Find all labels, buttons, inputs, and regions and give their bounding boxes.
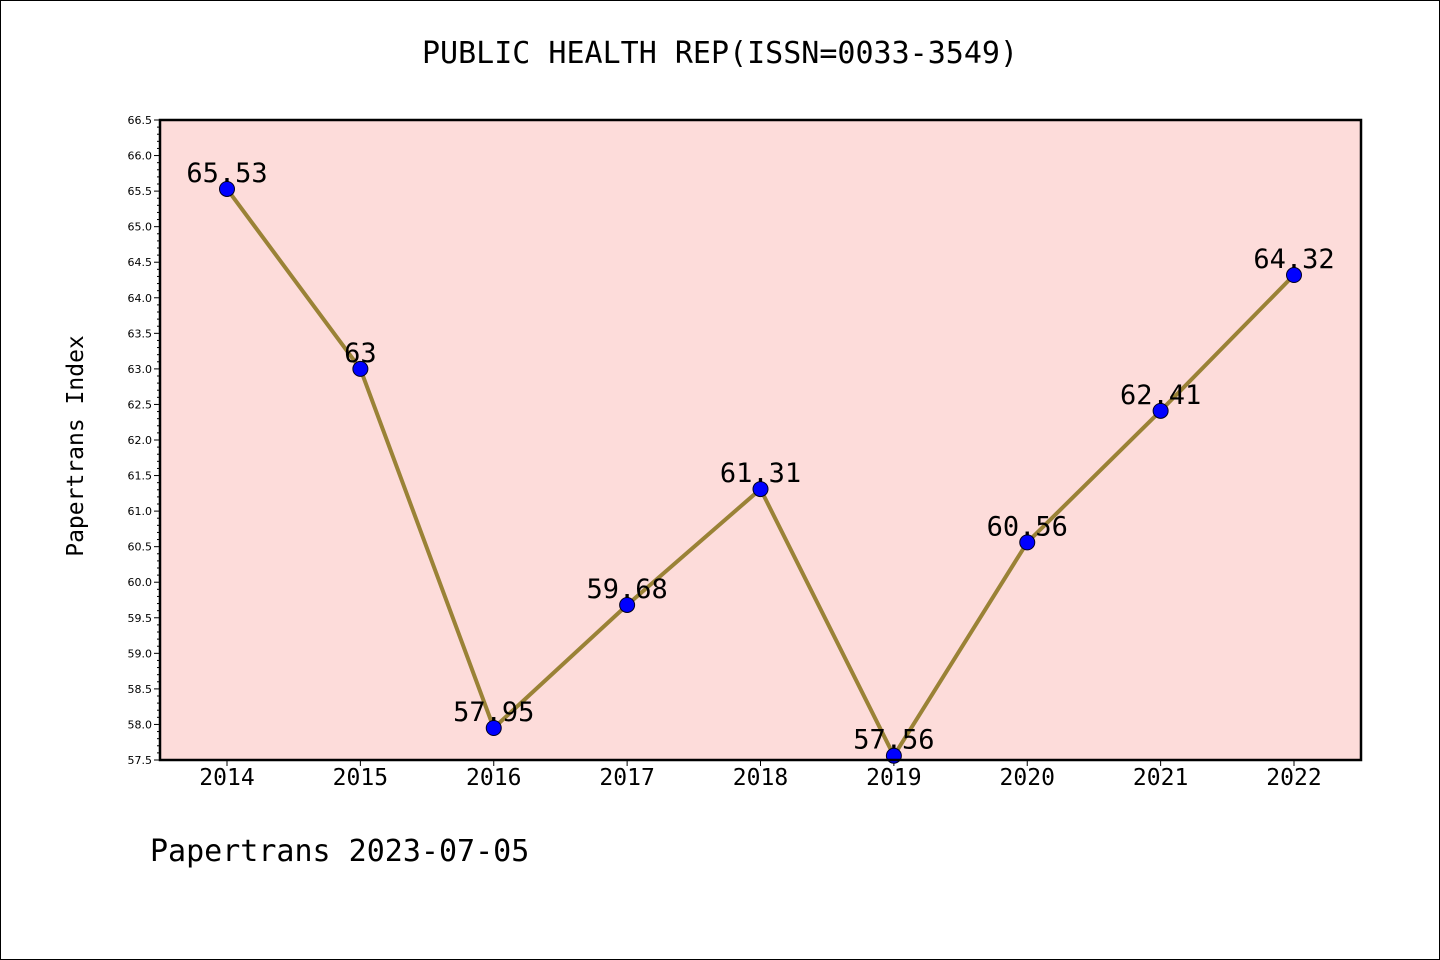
x-tick-label: 2016 <box>466 765 521 791</box>
data-point <box>485 720 502 736</box>
data-labels: 65.53 63 57.95 59.68 61.31 57.56 60.56 62.41 64.… <box>186 158 1334 756</box>
x-tick-label: 2017 <box>599 765 654 791</box>
data-label: 57.95 <box>453 697 534 728</box>
x-tick-label: 2019 <box>866 765 921 791</box>
x-axis-ticks: 2014 2015 2016 2017 2018 2019 2020 2021 2022 <box>199 760 1322 791</box>
data-point <box>1152 402 1169 419</box>
y-tick-label: 63.0 <box>128 363 153 376</box>
y-tick-label: 62.5 <box>128 398 153 411</box>
x-tick-label: 2018 <box>733 765 788 791</box>
data-label: 60.56 <box>987 511 1068 542</box>
data-point <box>619 596 636 613</box>
y-tick-label: 59.0 <box>128 647 153 660</box>
plot-border <box>158 118 1363 762</box>
data-label: 57.56 <box>853 725 934 756</box>
y-tick-label: 66.5 <box>128 114 153 127</box>
chart-title: PUBLIC HEALTH REP(ISSN=0033-3549) <box>421 36 1019 71</box>
y-tick-label: 62.0 <box>128 434 153 447</box>
y-tick-label: 65.0 <box>128 221 153 234</box>
data-points <box>219 180 1302 764</box>
x-tick-label: 2015 <box>333 765 388 791</box>
y-tick-label: 63.5 <box>128 327 153 340</box>
y-tick-label: 60.5 <box>128 541 153 554</box>
y-axis-ticks: 57.5 58.0 58.5 59.0 59.5 60.0 60.5 61.0 61.5 62.0… <box>128 114 160 767</box>
plot-area <box>160 120 1361 760</box>
y-tick-label: 66.0 <box>128 150 153 163</box>
data-label: 64.32 <box>1253 244 1334 275</box>
y-tick-label: 60.0 <box>128 576 153 589</box>
data-point <box>219 180 235 197</box>
data-label: 62.41 <box>1120 380 1201 411</box>
data-point <box>1286 267 1302 284</box>
x-tick-label: 2021 <box>1133 765 1188 791</box>
data-label: 61.31 <box>720 458 801 489</box>
y-tick-label: 59.5 <box>128 612 153 625</box>
x-tick-label: 2014 <box>199 765 254 791</box>
y-tick-label: 64.5 <box>128 256 153 269</box>
data-point <box>352 360 369 377</box>
y-tick-label: 58.0 <box>128 718 153 731</box>
y-tick-label: 61.5 <box>128 470 153 483</box>
y-tick-label: 58.5 <box>128 683 153 696</box>
data-label: 65.53 <box>186 158 267 189</box>
y-tick-label: 64.0 <box>128 292 153 305</box>
footer-text: Papertrans 2023-07-05 <box>150 834 530 869</box>
data-point <box>752 481 769 498</box>
x-tick-label: 2022 <box>1266 765 1321 791</box>
data-label: 63 <box>344 338 377 369</box>
data-point <box>1019 534 1036 551</box>
data-label: 59.68 <box>586 574 667 605</box>
y-tick-label: 61.0 <box>128 505 153 518</box>
y-tick-label: 57.5 <box>128 754 153 767</box>
y-tick-label: 65.5 <box>128 185 153 198</box>
x-tick-label: 2020 <box>1000 765 1055 791</box>
